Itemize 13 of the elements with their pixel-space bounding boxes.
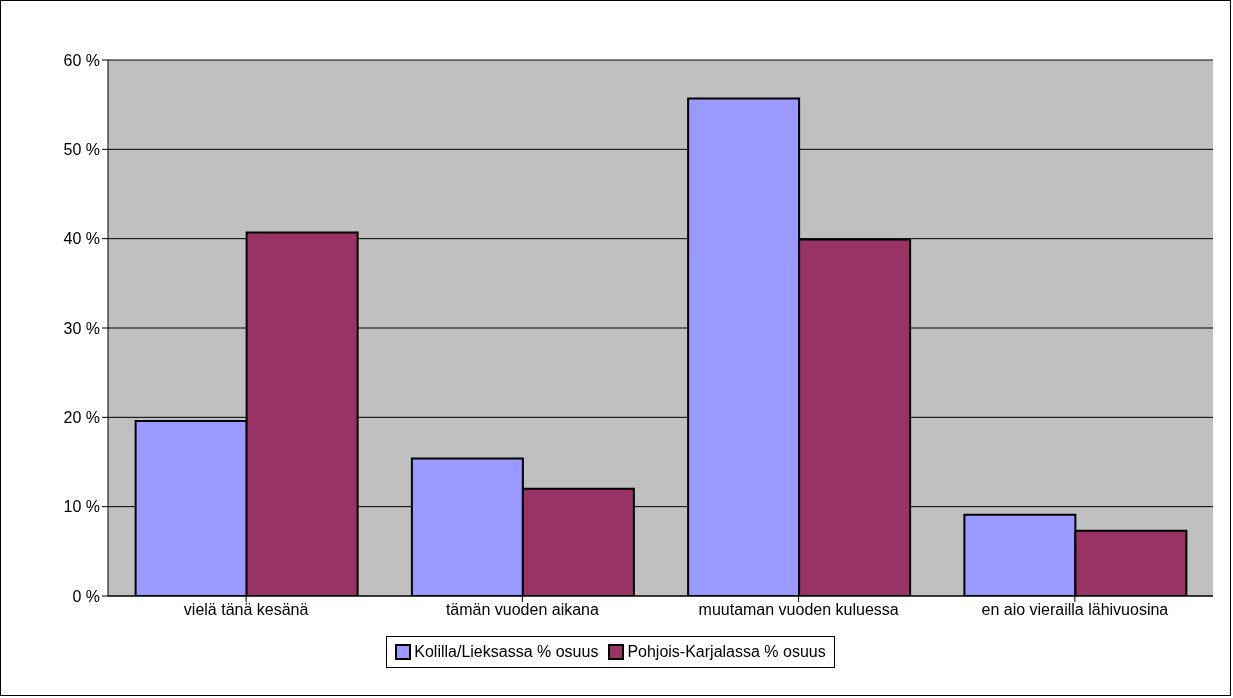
legend-label: Kolilla/Lieksassa % osuus <box>414 643 599 661</box>
y-tick-label: 50 % <box>63 141 100 159</box>
x-tick-label: muutaman vuoden kuluessa <box>698 601 899 619</box>
y-tick-label: 0 % <box>72 587 100 605</box>
y-tick-label: 20 % <box>63 409 100 427</box>
y-tick-label: 60 % <box>63 51 100 69</box>
x-tick-label: tämän vuoden aikana <box>445 601 599 619</box>
y-tick-label: 40 % <box>63 230 100 248</box>
x-tick-label: en aio vierailla lähivuosina <box>981 601 1169 619</box>
x-tick-label: vielä tänä kesänä <box>183 601 309 619</box>
y-tick-label: 30 % <box>63 319 100 337</box>
legend-label: Pohjois-Karjalassa % osuus <box>627 643 826 661</box>
y-tick-label: 10 % <box>63 498 100 516</box>
